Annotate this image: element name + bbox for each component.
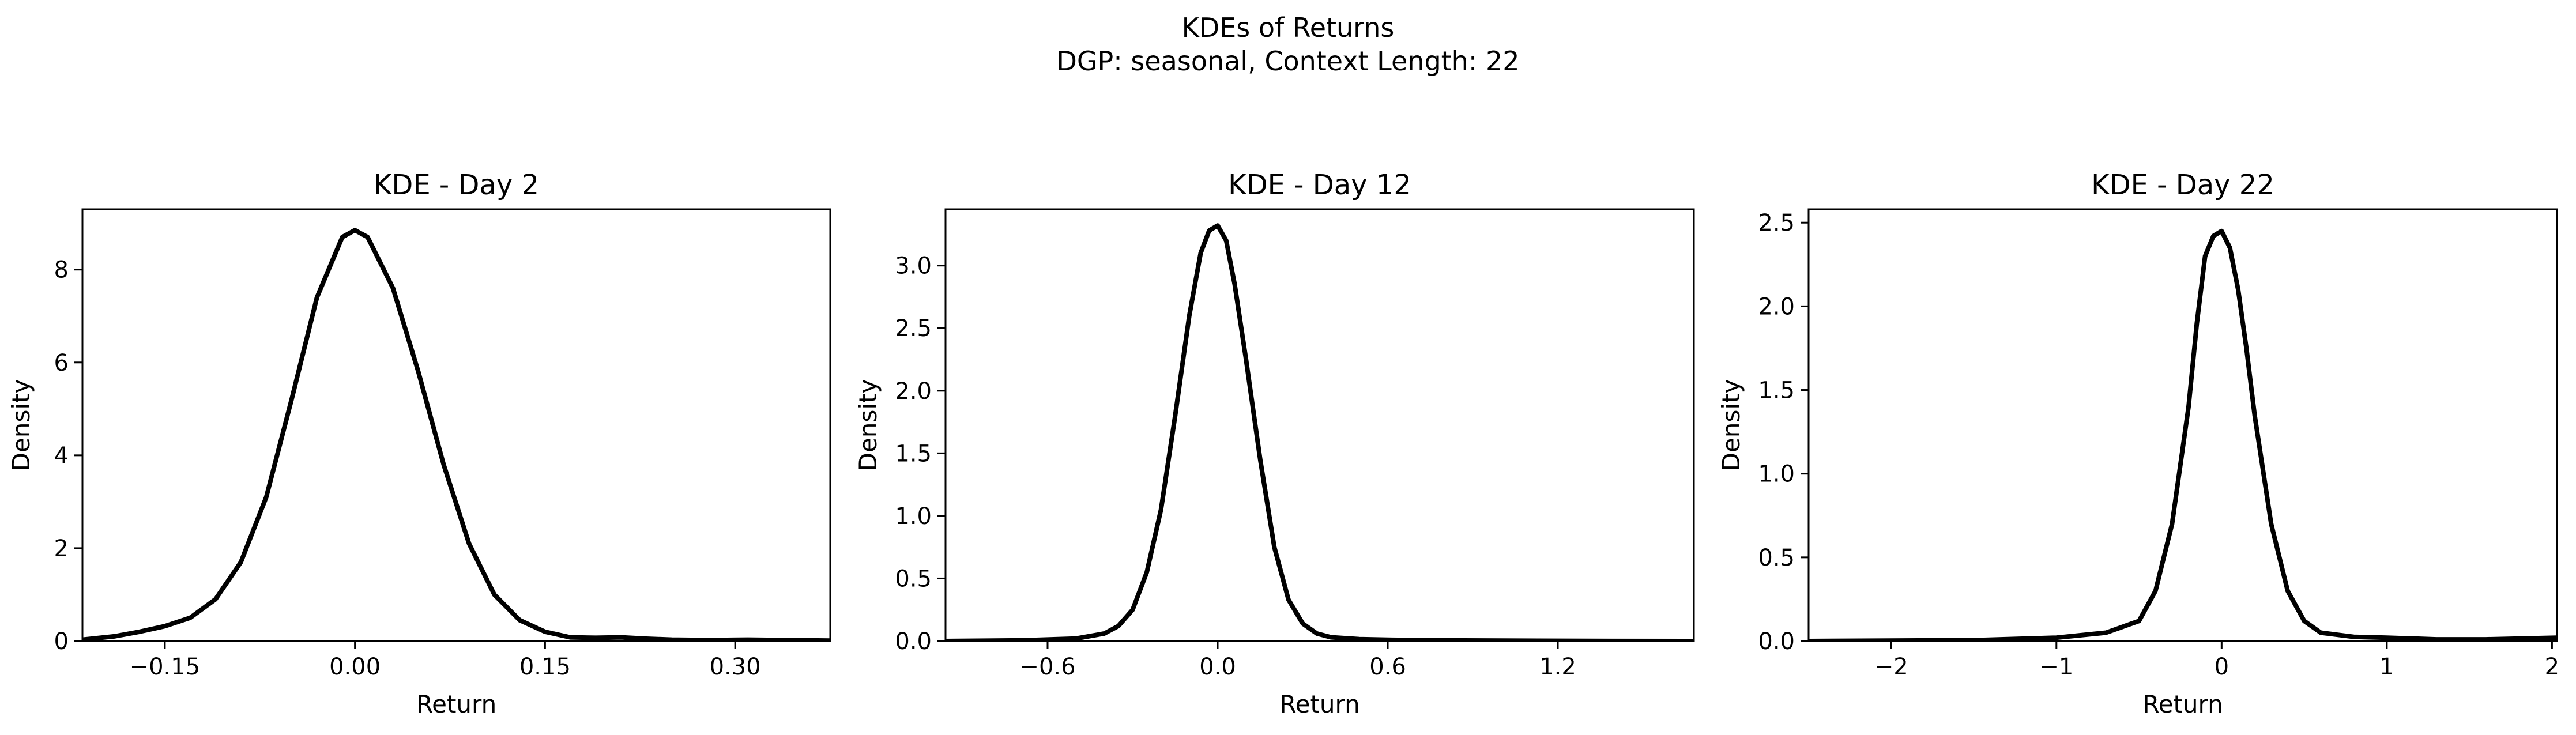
axes-frame [1807,208,2558,642]
kde-curve [1809,228,2557,641]
y-tick-label: 2 [54,536,69,562]
kde-curve [82,228,830,641]
x-tick-label: 0.00 [329,654,381,680]
x-tick-label: −0.6 [1019,654,1075,680]
panel-title: KDE - Day 12 [1228,169,1411,201]
x-tick-label: 2 [2545,654,2559,680]
y-tick-label: 2.5 [895,315,932,342]
kde-panel-day-2: −0.15 0.00 0.15 0.30 0 2 4 6 8 KDE - Day 2 Return D… [7,169,831,718]
y-tick-label: 8 [54,257,69,284]
x-axis-label: Return [1279,690,1359,718]
x-tick-label: 0.6 [1369,654,1406,680]
y-tick-label: 2.0 [895,378,932,405]
y-tick-label: 0.0 [1758,628,1795,655]
y-tick-label: 1.5 [895,440,932,467]
y-tick-label: 1.5 [1758,378,1795,404]
x-tick-label: −0.15 [130,654,201,680]
panel-title: KDE - Day 22 [2091,169,2274,201]
y-tick-label: 2.0 [1758,293,1795,320]
figure-suptitle-line2: DGP: seasonal, Context Length: 22 [1056,46,1519,77]
x-tick-label: 1.2 [1539,654,1576,680]
kde-panel-day-12: −0.6 0.0 0.6 1.2 0.0 0.5 1.0 1.5 2.0 2.5 3.0 KDE - … [854,169,1695,718]
y-tick-label: 1.0 [1758,461,1795,488]
y-tick-label: 2.5 [1758,210,1795,236]
x-tick-label: −1 [2039,654,2073,680]
axes-frame [81,208,831,642]
x-axis-label: Return [2142,690,2223,718]
x-tick-label: 0.0 [1199,654,1236,680]
panel-title: KDE - Day 2 [374,169,539,201]
y-tick-label: 6 [54,350,69,376]
x-tick-label: 0 [2215,654,2229,680]
y-axis-label: Density [7,379,35,472]
y-tick-label: 3.0 [895,253,932,280]
y-axis-label: Density [854,379,882,472]
kde-panel-day-22: −2 −1 0 1 2 0.0 0.5 1.0 1.5 2.0 2.5 KDE - Day 22 Ret… [1717,169,2559,718]
x-tick-label: 1 [2379,654,2394,680]
y-axis-label: Density [1717,379,1745,472]
y-tick-label: 0 [54,628,69,655]
y-tick-label: 4 [54,443,69,469]
figure-suptitle-line1: KDEs of Returns [1182,12,1395,43]
y-tick-label: 1.0 [895,503,932,530]
x-tick-label: 0.15 [519,654,571,680]
x-tick-label: −2 [1874,654,1908,680]
x-axis-label: Return [416,690,496,718]
y-tick-label: 0.5 [1758,545,1795,571]
x-tick-label: 0.30 [710,654,761,680]
y-tick-label: 0.0 [895,628,932,655]
y-tick-label: 0.5 [895,566,932,592]
axes-frame [944,208,1695,642]
kde-curve [946,223,1694,641]
